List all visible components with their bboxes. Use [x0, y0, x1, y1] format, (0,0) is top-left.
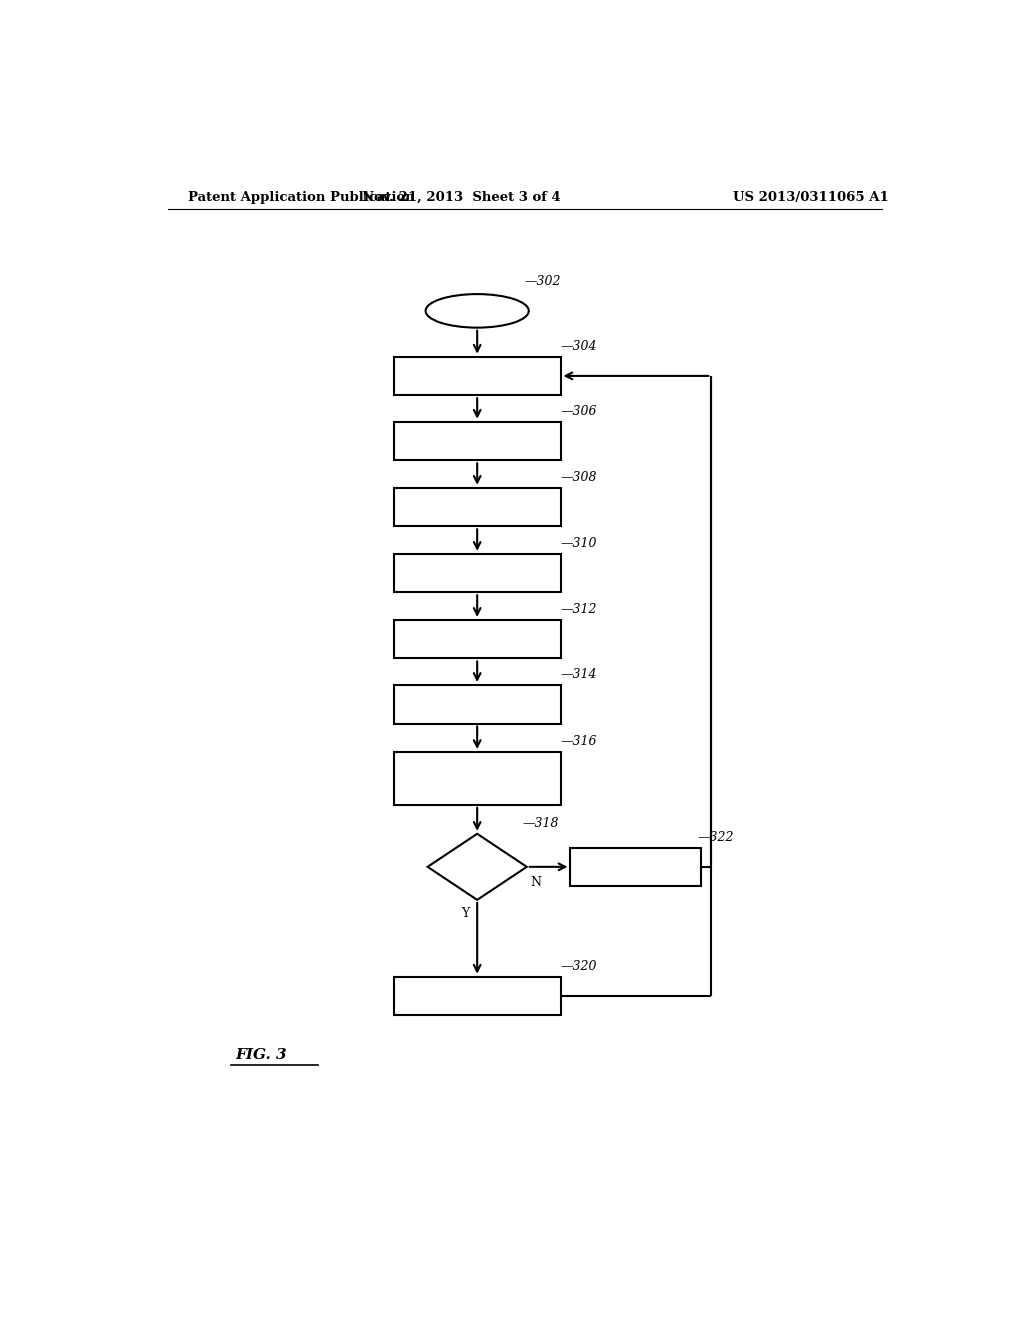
- Bar: [394, 487, 560, 527]
- Text: Y: Y: [461, 907, 469, 920]
- Text: —310: —310: [560, 537, 597, 550]
- Text: FIG. 3: FIG. 3: [236, 1048, 287, 1061]
- Text: —312: —312: [560, 603, 597, 616]
- Text: Patent Application Publication: Patent Application Publication: [187, 190, 415, 203]
- Bar: [394, 554, 560, 593]
- Text: —306: —306: [560, 405, 597, 418]
- Bar: [394, 421, 560, 461]
- Text: Nov. 21, 2013  Sheet 3 of 4: Nov. 21, 2013 Sheet 3 of 4: [361, 190, 561, 203]
- Bar: [394, 356, 560, 395]
- Text: —302: —302: [524, 276, 561, 288]
- Polygon shape: [428, 834, 526, 900]
- Text: —316: —316: [560, 735, 597, 748]
- Text: —314: —314: [560, 668, 597, 681]
- Text: —320: —320: [560, 960, 597, 973]
- Bar: [570, 847, 701, 886]
- Text: US 2013/0311065 A1: US 2013/0311065 A1: [732, 190, 889, 203]
- Bar: [394, 620, 560, 659]
- Bar: [394, 685, 560, 723]
- Text: —308: —308: [560, 471, 597, 484]
- Text: —304: —304: [560, 341, 597, 352]
- Bar: [394, 752, 560, 805]
- Ellipse shape: [426, 294, 528, 327]
- Text: —318: —318: [523, 817, 559, 830]
- Bar: [394, 977, 560, 1015]
- Text: —322: —322: [697, 830, 734, 843]
- Text: N: N: [530, 875, 542, 888]
